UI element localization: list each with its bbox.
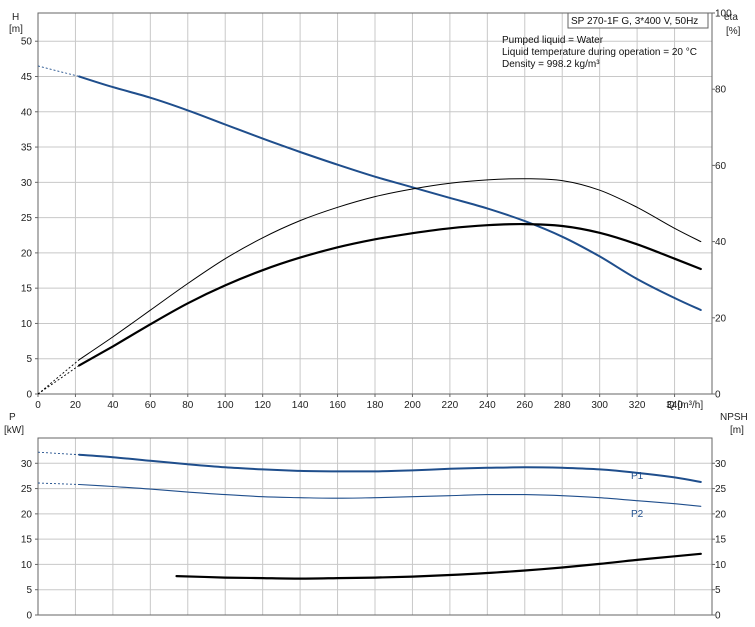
bottom-right-tick-label: 30 <box>715 459 727 470</box>
bottom-p1-curve <box>78 453 702 483</box>
top-left-tick-label: 40 <box>21 107 33 118</box>
top-right-axis-title: eta <box>724 12 738 23</box>
info-line-temperature: Liquid temperature during operation = 20… <box>502 47 697 58</box>
x-tick-label: 100 <box>217 400 234 411</box>
bottom-right-axis-title: NPSH <box>720 412 748 423</box>
top-left-tick-label: 50 <box>21 37 33 48</box>
info-line-liquid: Pumped liquid = Water <box>502 35 604 46</box>
bottom-right-tick-label: 10 <box>715 560 727 571</box>
bottom-p2-extrapolation <box>37 482 80 485</box>
bottom-p1-extrapolation <box>37 451 80 456</box>
x-tick-label: 200 <box>404 400 421 411</box>
x-tick-label: 60 <box>145 400 157 411</box>
top-left-tick-label: 45 <box>21 72 33 83</box>
top-left-tick-label: 20 <box>21 248 33 259</box>
bottom-left-tick-label: 15 <box>21 535 33 546</box>
top-left-tick-label: 10 <box>21 319 33 330</box>
x-tick-label: 40 <box>107 400 119 411</box>
top-eta-pump-extrapolation <box>37 365 80 395</box>
series-label-p2: P2 <box>631 509 644 520</box>
top-right-axis-unit: [%] <box>726 26 741 37</box>
bottom-right-tick-label: 5 <box>715 585 721 596</box>
top-h-curve <box>78 75 702 311</box>
bottom-p2-curve <box>78 483 702 507</box>
top-right-tick-label: 100 <box>715 9 732 20</box>
bottom-left-tick-label: 20 <box>21 509 33 520</box>
bottom-right-tick-label: 25 <box>715 484 727 495</box>
top-right-tick-label: 60 <box>715 161 727 172</box>
x-tick-label: 220 <box>442 400 459 411</box>
x-tick-label: 140 <box>292 400 309 411</box>
top-left-tick-label: 30 <box>21 178 33 189</box>
x-tick-label: 160 <box>329 400 346 411</box>
x-tick-label: 120 <box>254 400 271 411</box>
series-label-p1: P1 <box>631 471 644 482</box>
top-right-tick-label: 0 <box>715 390 721 401</box>
bottom-right-tick-label: 0 <box>715 611 721 622</box>
x-tick-label: 0 <box>35 400 41 411</box>
bottom-left-tick-label: 0 <box>26 611 32 622</box>
top-left-tick-label: 0 <box>26 390 32 401</box>
top-left-tick-label: 5 <box>26 354 32 365</box>
top-left-axis-unit: [m] <box>9 24 23 35</box>
x-tick-label: 180 <box>367 400 384 411</box>
bottom-left-axis-title: P <box>9 412 16 423</box>
chart-title: SP 270-1F G, 3*400 V, 50Hz <box>571 16 698 27</box>
top-left-tick-label: 25 <box>21 213 33 224</box>
top-eta-pump-curve <box>78 222 702 367</box>
bottom-right-axis-unit: [m] <box>730 425 744 436</box>
bottom-right-tick-label: 15 <box>715 535 727 546</box>
top-right-tick-label: 80 <box>715 85 727 96</box>
bottom-left-tick-label: 30 <box>21 459 33 470</box>
bottom-left-tick-label: 5 <box>26 585 32 596</box>
x-tick-label: 320 <box>629 400 646 411</box>
top-left-axis-title: H <box>12 12 19 23</box>
bottom-plot-frame <box>37 437 713 616</box>
top-left-tick-label: 35 <box>21 143 33 154</box>
x-axis-title: Q [m³/h] <box>667 400 703 411</box>
bottom-left-tick-label: 10 <box>21 560 33 571</box>
top-right-tick-label: 20 <box>715 313 727 324</box>
x-tick-label: 80 <box>182 400 194 411</box>
x-tick-label: 240 <box>479 400 496 411</box>
top-left-tick-label: 15 <box>21 284 33 295</box>
x-tick-label: 300 <box>591 400 608 411</box>
bottom-npsh-curve <box>175 552 702 580</box>
top-eta-total-curve <box>78 178 702 361</box>
top-right-tick-label: 40 <box>715 237 727 248</box>
bottom-left-axis-unit: [kW] <box>4 425 24 436</box>
top-eta-total-extrapolation <box>37 359 80 395</box>
title-box <box>567 12 709 29</box>
top-h-extrapolation <box>37 65 80 77</box>
bottom-left-tick-label: 25 <box>21 484 33 495</box>
x-tick-label: 340 <box>666 400 683 411</box>
info-line-density: Density = 998.2 kg/m³ <box>502 59 600 70</box>
x-tick-label: 20 <box>70 400 82 411</box>
bottom-right-tick-label: 20 <box>715 509 727 520</box>
x-tick-label: 280 <box>554 400 571 411</box>
x-tick-label: 260 <box>516 400 533 411</box>
